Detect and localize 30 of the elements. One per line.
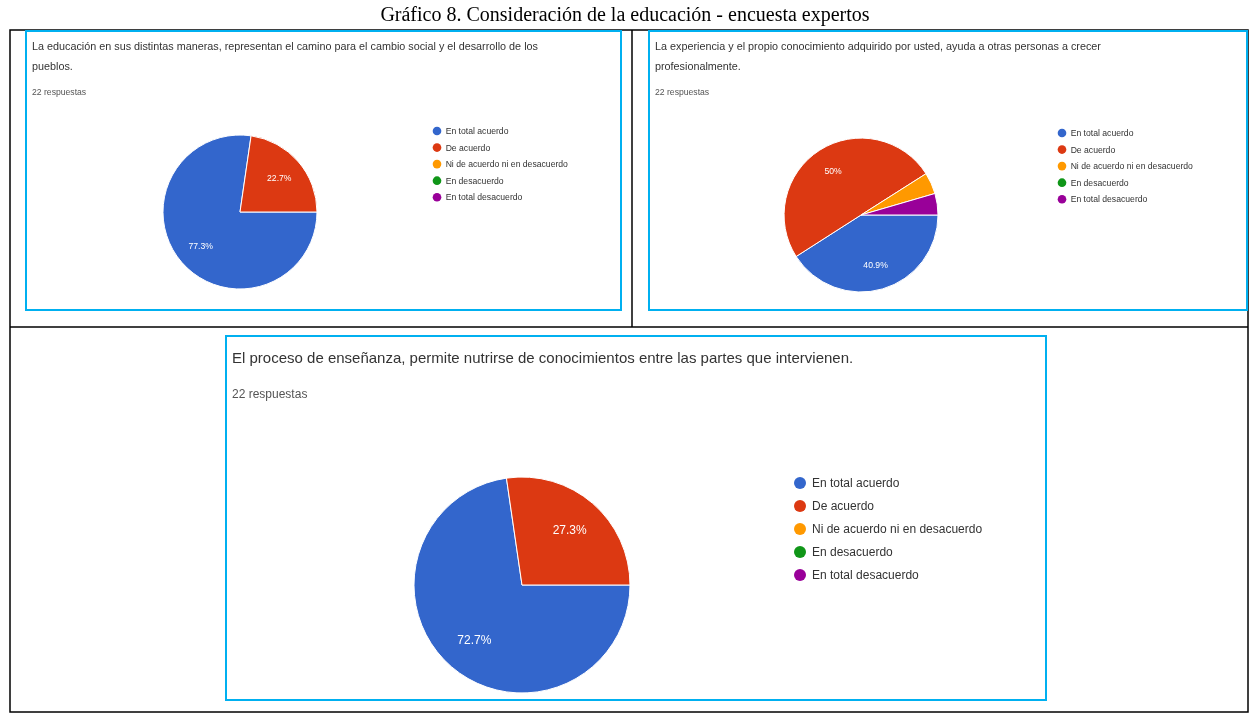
- pie-slice: [413, 477, 631, 694]
- legend-label: Ni de acuerdo ni en desacuerdo: [812, 522, 983, 537]
- legend-label: En total acuerdo: [445, 126, 509, 137]
- legend-label: En total desacuerdo: [445, 192, 523, 203]
- text: 22 respuestas: [32, 87, 87, 98]
- legend-label: En desacuerdo: [445, 175, 504, 186]
- legend-label: De acuerdo: [1070, 144, 1116, 155]
- legend-label: Ni de acuerdo ni en desacuerdo: [445, 159, 569, 170]
- legend-label: En desacuerdo: [812, 545, 894, 560]
- data-label: 22.7%: [267, 173, 292, 184]
- legend-label: En total acuerdo: [812, 476, 900, 491]
- text: 22 respuestas: [232, 387, 308, 401]
- text: 22 respuestas: [655, 87, 710, 98]
- text: Gráfico 8. Consideración de la educación - encuesta expertos: [380, 3, 870, 26]
- legend-label: Ni de acuerdo ni en desacuerdo: [1070, 161, 1194, 172]
- data-label: 50%: [824, 166, 843, 177]
- data-label: 77.3%: [188, 241, 214, 252]
- data-label: 27.3%: [552, 523, 588, 538]
- legend-label: De acuerdo: [445, 142, 491, 153]
- chart-title: El proceso de enseñanza, permite nutrirse de conocimientos entre las partes que intervienen.: [232, 349, 854, 366]
- legend-label: En total acuerdo: [1070, 128, 1134, 139]
- legend-label: De acuerdo: [812, 499, 875, 514]
- legend-label: En total desacuerdo: [1070, 194, 1148, 205]
- legend-label: En total desacuerdo: [812, 568, 920, 583]
- legend-label: En desacuerdo: [1070, 177, 1129, 188]
- pie-slice: [162, 134, 318, 290]
- chart-title: La experiencia y el propio conocimiento adquirido por usted, ayuda a otras personas a crecer profesionalmente.: [655, 40, 1102, 72]
- data-label: 72.7%: [457, 633, 492, 648]
- data-label: 40.9%: [863, 259, 889, 270]
- chart-title: La educación en sus distintas maneras, representan el camino para el cambio social y el desarrollo de los pueblos.: [32, 40, 539, 72]
